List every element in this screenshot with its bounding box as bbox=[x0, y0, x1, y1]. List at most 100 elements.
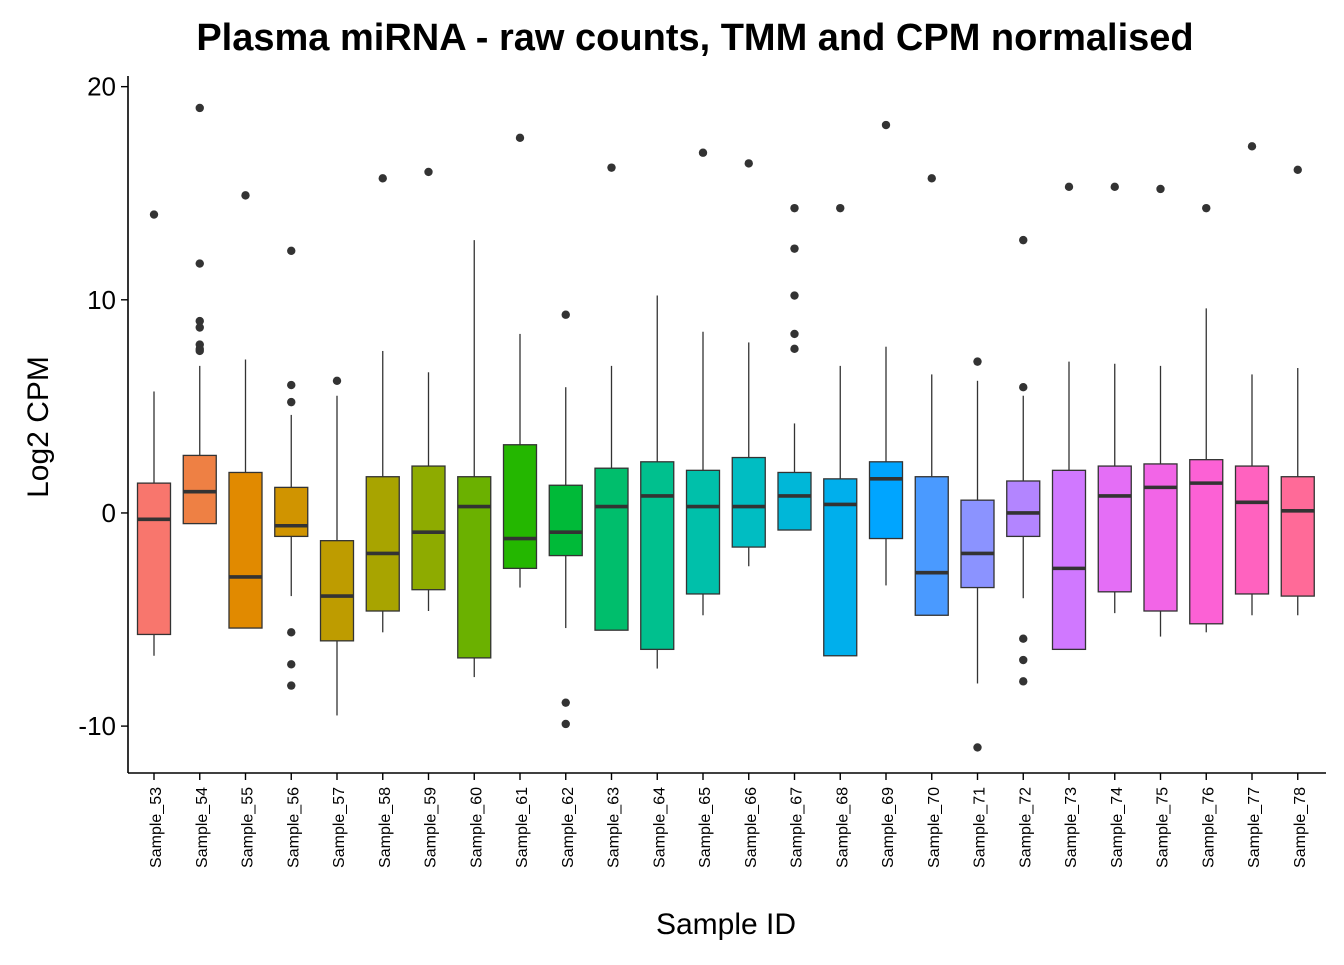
y-tick-label: -10 bbox=[78, 711, 116, 741]
x-tick-label: Sample_73 bbox=[1063, 787, 1080, 868]
outlier-point bbox=[1019, 382, 1028, 392]
box bbox=[685, 469, 721, 595]
x-tick-label: Sample_72 bbox=[1017, 787, 1034, 868]
x-tick-label: Sample_75 bbox=[1155, 787, 1172, 868]
y-tick-label: 20 bbox=[87, 72, 116, 102]
x-tick-label: Sample_67 bbox=[789, 787, 806, 868]
outlier-point bbox=[790, 203, 799, 213]
box bbox=[960, 499, 995, 589]
y-tick-label: 0 bbox=[102, 498, 116, 528]
x-tick-label: Sample_78 bbox=[1292, 787, 1309, 868]
outlier-point bbox=[790, 344, 799, 354]
box bbox=[914, 476, 949, 616]
box bbox=[1097, 465, 1132, 593]
outlier-point bbox=[195, 346, 204, 356]
outlier-point bbox=[790, 329, 799, 339]
box bbox=[411, 465, 446, 591]
outlier-point bbox=[1019, 235, 1028, 245]
outlier-point bbox=[195, 323, 204, 332]
outlier-point bbox=[195, 103, 204, 113]
x-tick-label: Sample_60 bbox=[468, 787, 485, 868]
x-tick-label: Sample_71 bbox=[972, 787, 989, 868]
x-tick-label: Sample_69 bbox=[880, 787, 897, 868]
outlier-point bbox=[881, 120, 891, 130]
outlier-point bbox=[973, 357, 982, 366]
box bbox=[868, 461, 904, 540]
x-tick-label: Sample_55 bbox=[240, 787, 257, 868]
x-tick-label: Sample_68 bbox=[834, 787, 851, 868]
box bbox=[1051, 469, 1087, 651]
outlier-point bbox=[1064, 182, 1074, 192]
x-tick-label: Sample_77 bbox=[1246, 787, 1263, 868]
x-tick-label: Sample_59 bbox=[423, 787, 440, 868]
outlier-point bbox=[1247, 142, 1257, 151]
box bbox=[1006, 480, 1041, 538]
outlier-point bbox=[1202, 203, 1211, 213]
outlier-point bbox=[1019, 634, 1028, 643]
outlier-point bbox=[241, 191, 250, 200]
outlier-point bbox=[515, 133, 525, 143]
outlier-point bbox=[287, 380, 296, 390]
outlier-point bbox=[378, 174, 387, 183]
y-tick-label: 10 bbox=[87, 285, 116, 315]
outlier-point bbox=[698, 148, 708, 157]
outlier-point bbox=[287, 681, 296, 690]
outlier-point bbox=[927, 174, 936, 183]
box bbox=[731, 456, 766, 548]
box bbox=[182, 454, 217, 525]
box bbox=[594, 467, 629, 631]
outlier-point bbox=[287, 397, 296, 407]
box bbox=[365, 476, 400, 612]
x-tick-label: Sample_64 bbox=[651, 787, 668, 868]
box bbox=[548, 484, 583, 557]
x-tick-label: Sample_57 bbox=[331, 787, 348, 868]
x-tick-label: Sample_70 bbox=[926, 787, 943, 868]
outlier-point bbox=[149, 210, 159, 219]
outlier-point bbox=[1110, 182, 1119, 192]
x-tick-label: Sample_56 bbox=[285, 787, 302, 868]
outlier-point bbox=[836, 203, 845, 213]
x-tick-label: Sample_53 bbox=[148, 787, 165, 868]
outlier-point bbox=[1293, 165, 1302, 174]
x-tick-label: Sample_74 bbox=[1109, 787, 1126, 868]
outlier-point bbox=[561, 698, 570, 707]
box bbox=[457, 476, 492, 659]
box bbox=[274, 486, 309, 538]
outlier-point bbox=[973, 743, 982, 752]
outlier-point bbox=[1019, 655, 1028, 665]
box bbox=[1234, 465, 1270, 595]
box bbox=[228, 471, 263, 629]
x-tick-label: Sample_58 bbox=[377, 787, 394, 868]
outlier-point bbox=[287, 246, 296, 255]
box bbox=[502, 444, 538, 570]
box bbox=[1189, 459, 1224, 625]
outlier-point bbox=[744, 159, 753, 168]
outlier-point bbox=[790, 244, 799, 253]
outlier-point bbox=[287, 660, 296, 669]
x-tick-label: Sample_54 bbox=[194, 787, 211, 868]
y-axis-title: Log2 CPM bbox=[22, 356, 55, 498]
x-tick-label: Sample_65 bbox=[697, 787, 714, 868]
outlier-point bbox=[1156, 184, 1165, 194]
outlier-point bbox=[561, 719, 570, 729]
plot-area: -10 0 10 20 Sample_53 Sample_54 Sample_55 Sampl… bbox=[78, 72, 1326, 868]
box bbox=[1280, 476, 1315, 597]
outlier-point bbox=[1019, 677, 1028, 686]
outlier-point bbox=[607, 163, 616, 172]
box bbox=[640, 461, 675, 651]
outlier-point bbox=[790, 291, 799, 300]
outlier-point bbox=[195, 259, 204, 268]
x-tick-label: Sample_63 bbox=[606, 787, 623, 868]
x-tick-label: Sample_61 bbox=[514, 787, 531, 868]
chart-title: Plasma miRNA - raw counts, TMM and CPM n… bbox=[196, 17, 1193, 59]
x-tick-label: Sample_66 bbox=[743, 787, 760, 868]
box bbox=[319, 540, 355, 642]
box bbox=[777, 471, 812, 531]
x-axis-title: Sample ID bbox=[656, 908, 796, 941]
box bbox=[823, 478, 858, 657]
outlier-point bbox=[561, 310, 570, 319]
box bbox=[136, 482, 172, 636]
outlier-point bbox=[195, 316, 204, 326]
outlier-point bbox=[287, 628, 296, 637]
